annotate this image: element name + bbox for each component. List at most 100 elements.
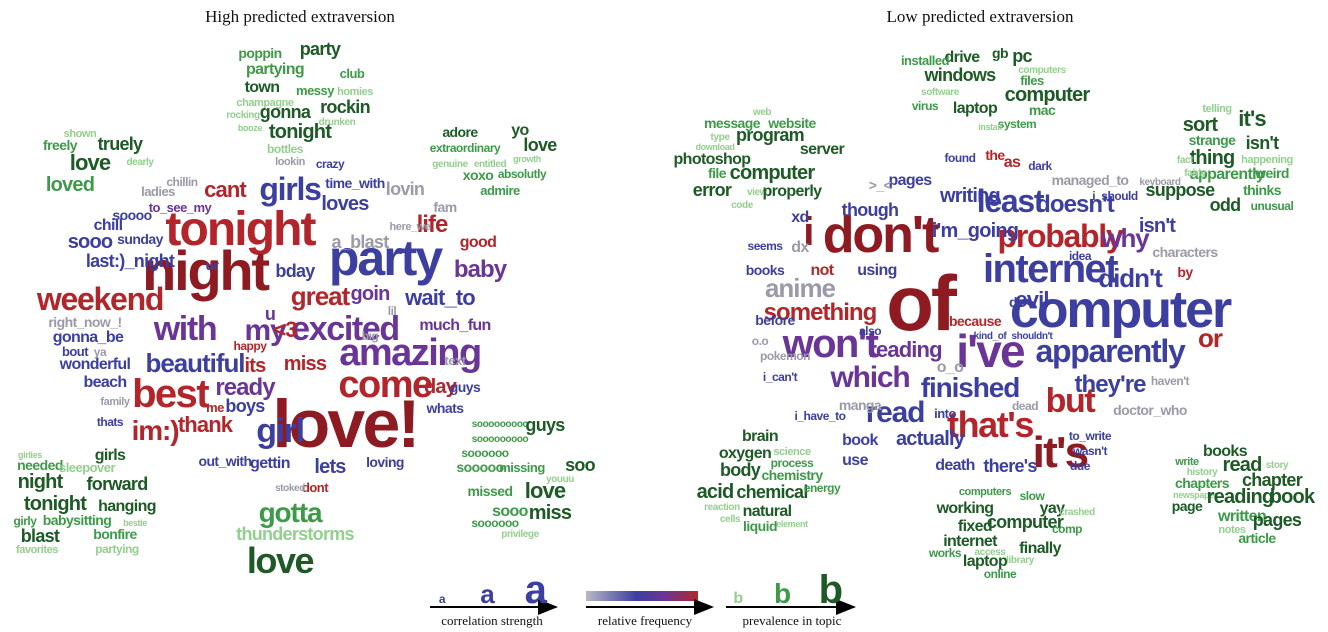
word: view — [747, 187, 768, 198]
word: history — [1187, 467, 1218, 478]
word: genuine — [432, 159, 468, 170]
word: night — [142, 239, 269, 302]
word: which — [829, 361, 909, 394]
word: big — [362, 329, 379, 343]
word: freely — [43, 137, 78, 153]
word: write — [1174, 456, 1199, 468]
word: lil — [388, 304, 397, 318]
word: ready — [215, 374, 276, 401]
word: though — [842, 200, 899, 220]
word: slow — [1020, 489, 1046, 503]
word: use — [842, 452, 868, 469]
word: blast — [21, 526, 60, 546]
word: book — [1270, 486, 1316, 508]
word: read — [866, 396, 925, 429]
word: don't — [823, 206, 939, 264]
word: loving — [366, 454, 404, 470]
word: thank — [178, 412, 234, 437]
word: boys — [225, 396, 265, 416]
word: shouldn't — [1012, 331, 1054, 342]
word: weird — [1254, 165, 1289, 181]
word: night — [18, 471, 64, 493]
word: admire — [480, 183, 520, 198]
word: computer — [730, 162, 816, 184]
word: poppin — [238, 45, 281, 61]
word: beach — [83, 374, 126, 391]
word: newspaper — [1173, 490, 1218, 500]
word: or — [1198, 323, 1223, 353]
word: strange — [1189, 132, 1236, 148]
word: excited — [291, 310, 399, 348]
word: bday — [275, 261, 315, 281]
word: apparently — [1035, 333, 1186, 369]
word: using — [857, 262, 896, 279]
word: soooooo — [461, 446, 508, 460]
word: virus — [912, 99, 939, 113]
word: crashed — [1059, 507, 1095, 518]
word: error — [693, 180, 732, 200]
word: xd — [791, 209, 808, 226]
word: love — [70, 150, 111, 175]
word: science — [773, 446, 811, 458]
word: system — [998, 117, 1036, 131]
word: dx — [791, 239, 809, 256]
word: adore — [442, 124, 478, 140]
word: program — [736, 125, 804, 145]
word: entitled — [474, 159, 507, 170]
word: come — [338, 364, 432, 406]
word: death — [935, 457, 974, 474]
word: i — [803, 210, 813, 254]
word: yo — [511, 122, 529, 139]
word: right_now_! — [48, 314, 121, 330]
word: online — [984, 567, 1017, 581]
word: it's — [1238, 106, 1266, 131]
panel-title: Low predicted extraversion — [887, 7, 1074, 26]
word: guys — [525, 415, 565, 435]
word: club — [340, 66, 365, 81]
word: books — [746, 262, 785, 278]
legend-label: correlation strength — [441, 613, 543, 628]
word: manga — [839, 397, 882, 413]
word: wasn't — [1072, 444, 1107, 458]
word: im:) — [132, 415, 179, 446]
word: >_< — [869, 177, 892, 193]
word: pokemon — [760, 349, 810, 363]
word: computer — [1010, 281, 1232, 339]
word: something — [764, 299, 877, 326]
word: town — [245, 79, 280, 96]
word: odd — [1210, 195, 1241, 215]
word: tonight — [165, 203, 316, 256]
word: its — [245, 355, 267, 377]
word: suppose — [1146, 180, 1216, 200]
legend-glyph: a — [439, 592, 446, 606]
word: computer — [1005, 84, 1091, 106]
word: u — [265, 304, 275, 324]
word: sleepover — [59, 460, 115, 475]
word: works — [928, 546, 962, 560]
word: book — [842, 432, 878, 449]
word: girl — [256, 412, 303, 450]
word: characters — [1152, 244, 1218, 260]
word: server — [800, 141, 845, 158]
word: party — [329, 230, 443, 286]
word: computers — [1018, 65, 1066, 76]
word: great — [291, 281, 351, 311]
legend-label: relative frequency — [598, 613, 693, 628]
word: properly — [763, 183, 823, 200]
word: ur — [206, 257, 220, 273]
word: shown — [64, 128, 97, 140]
word: fixed — [958, 518, 992, 535]
word: doctor_who — [1113, 402, 1187, 418]
word: growth — [513, 154, 541, 164]
word: the — [985, 147, 1005, 163]
word: haven't — [1151, 374, 1190, 388]
word: gb — [992, 45, 1008, 61]
legend-glyph: b — [733, 590, 743, 607]
word: ya — [94, 345, 107, 359]
word: article — [1238, 530, 1276, 546]
word: chillin — [166, 175, 197, 189]
word: process — [771, 456, 814, 470]
word: internet — [983, 247, 1118, 291]
word: mac — [1029, 102, 1056, 118]
word: love — [523, 135, 557, 155]
